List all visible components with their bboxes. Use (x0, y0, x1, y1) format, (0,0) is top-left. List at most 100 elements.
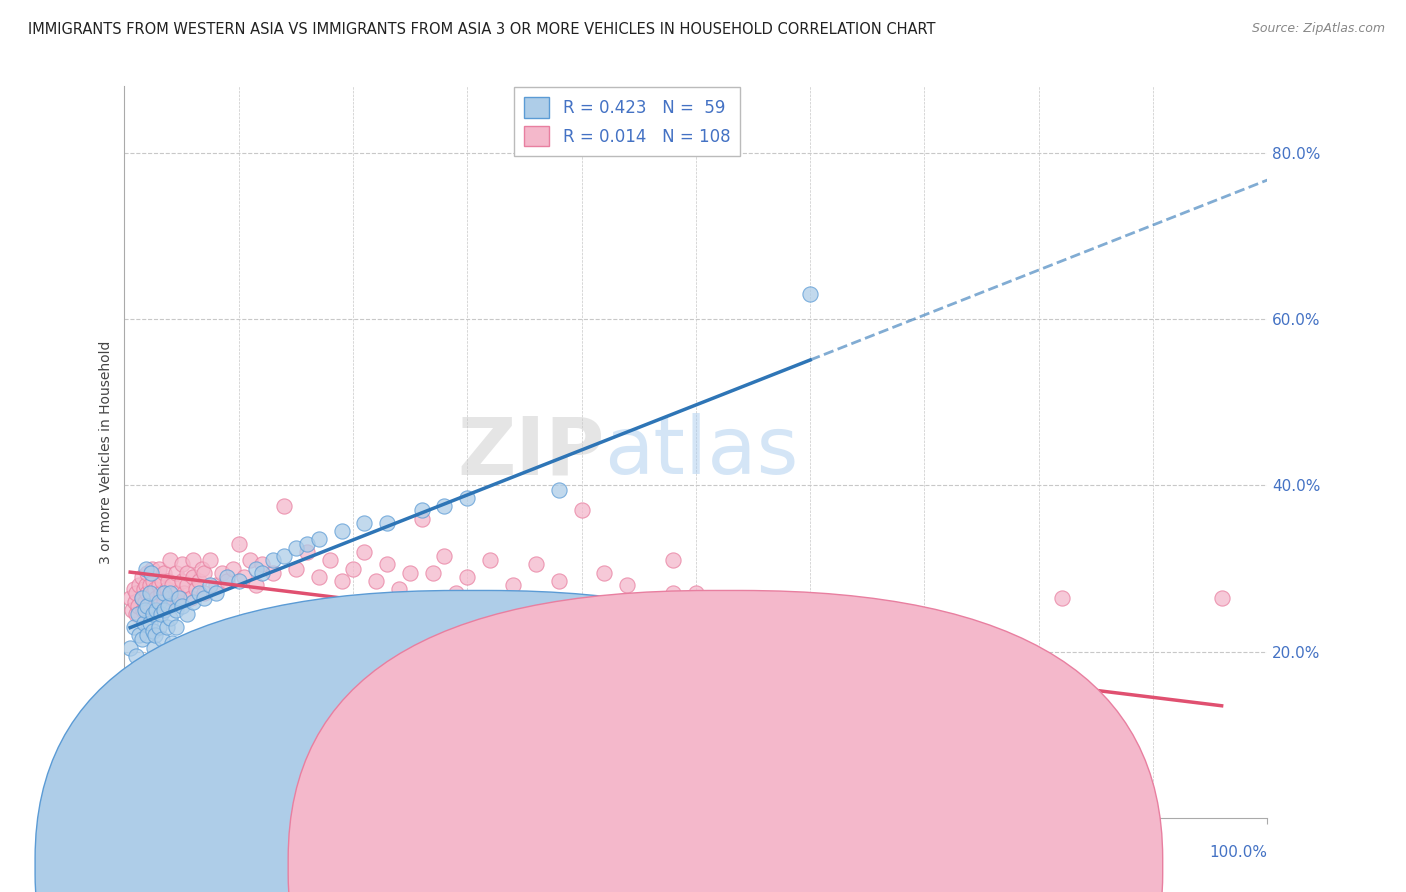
Point (799, 287, 821, 301)
Point (148, 561, 170, 575)
Point (138, 599, 160, 613)
Point (198, 553, 221, 567)
Point (205, 586, 228, 600)
Point (375, 558, 398, 572)
Point (156, 582, 179, 597)
Point (134, 603, 156, 617)
Point (638, 681, 661, 696)
Point (165, 566, 187, 580)
Point (135, 578, 157, 592)
Point (342, 561, 364, 575)
Text: 100.0%: 100.0% (1209, 845, 1267, 860)
Point (399, 698, 422, 713)
Point (142, 624, 165, 638)
Point (250, 558, 273, 572)
Point (156, 574, 179, 588)
Legend: R = 0.423   N =  59, R = 0.014   N = 108: R = 0.423 N = 59, R = 0.014 N = 108 (515, 87, 741, 156)
Point (502, 578, 524, 592)
Point (139, 591, 162, 605)
Point (131, 632, 153, 647)
Point (273, 499, 295, 513)
Point (165, 603, 187, 617)
Point (162, 578, 184, 592)
Point (170, 558, 193, 572)
Point (547, 574, 569, 588)
Point (120, 640, 142, 655)
Point (187, 574, 209, 588)
Point (211, 566, 233, 580)
Point (153, 586, 176, 600)
Point (153, 603, 176, 617)
Point (707, 681, 730, 696)
Point (198, 578, 221, 592)
Point (131, 570, 153, 584)
Point (217, 574, 239, 588)
Point (162, 636, 184, 650)
Point (136, 566, 159, 580)
Point (696, 740, 718, 755)
Point (165, 620, 187, 634)
Point (524, 558, 547, 572)
Point (388, 582, 411, 597)
Point (122, 582, 145, 597)
Point (193, 586, 215, 600)
Point (150, 632, 173, 647)
Point (375, 516, 398, 530)
Point (217, 570, 239, 584)
Point (124, 595, 146, 609)
Point (120, 591, 142, 605)
Point (308, 570, 330, 584)
Point (799, 681, 821, 696)
Point (122, 620, 145, 634)
Point (191, 561, 214, 575)
Point (169, 591, 191, 605)
Point (181, 570, 204, 584)
Point (132, 582, 155, 597)
Point (696, 591, 718, 605)
Point (262, 566, 284, 580)
Point (170, 599, 193, 613)
Point (662, 553, 685, 567)
Point (159, 586, 181, 600)
Point (153, 595, 176, 609)
Point (143, 599, 166, 613)
Point (173, 586, 195, 600)
Point (135, 561, 157, 575)
Text: Immigrants from Asia: Immigrants from Asia (745, 859, 904, 873)
Text: Immigrants from Western Asia: Immigrants from Western Asia (492, 859, 716, 873)
Point (145, 591, 167, 605)
Point (228, 574, 250, 588)
Point (132, 603, 155, 617)
Point (662, 586, 685, 600)
Point (176, 607, 198, 622)
Point (153, 566, 176, 580)
Point (159, 553, 181, 567)
Point (159, 591, 181, 605)
Point (364, 574, 387, 588)
Point (127, 607, 149, 622)
Point (297, 536, 319, 550)
Point (222, 561, 245, 575)
Point (330, 574, 353, 588)
Point (134, 595, 156, 609)
Point (239, 553, 262, 567)
Point (121, 603, 143, 617)
Point (156, 599, 179, 613)
Point (180, 591, 202, 605)
Point (167, 595, 190, 609)
Point (284, 561, 307, 575)
Point (479, 553, 502, 567)
Text: IMMIGRANTS FROM WESTERN ASIA VS IMMIGRANTS FROM ASIA 3 OR MORE VEHICLES IN HOUSE: IMMIGRANTS FROM WESTERN ASIA VS IMMIGRAN… (28, 22, 935, 37)
Text: atlas: atlas (605, 413, 799, 491)
Point (128, 628, 150, 642)
Point (148, 620, 170, 634)
Point (127, 599, 149, 613)
Point (150, 607, 173, 622)
Point (593, 566, 616, 580)
Point (136, 599, 159, 613)
Point (145, 603, 167, 617)
Point (1211, 591, 1233, 605)
Point (616, 578, 638, 592)
Point (125, 607, 148, 622)
Point (444, 586, 467, 600)
